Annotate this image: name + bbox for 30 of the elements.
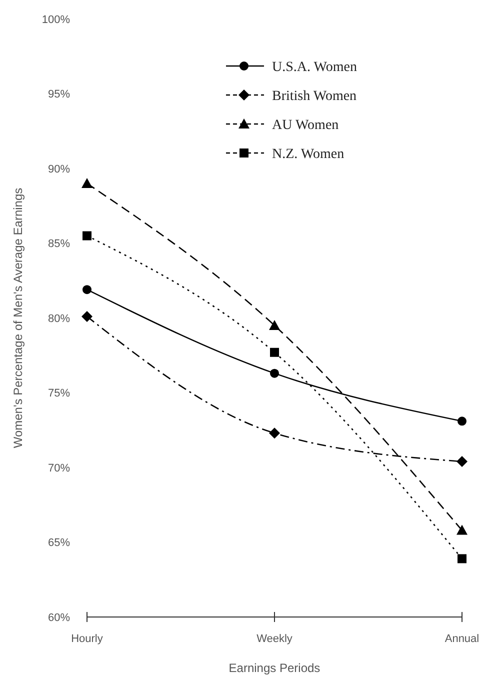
x-axis-title: Earnings Periods bbox=[228, 661, 320, 675]
point bbox=[82, 311, 92, 322]
point bbox=[270, 368, 279, 378]
x-tick-label: Annual bbox=[444, 633, 480, 645]
y-tick-label: 95% bbox=[48, 88, 70, 101]
y-tick-label: 75% bbox=[48, 388, 70, 400]
point bbox=[458, 416, 466, 426]
legend-label: British Women bbox=[272, 88, 357, 104]
legend-label: N.Z. Women bbox=[272, 146, 344, 162]
y-tick-label: 85% bbox=[48, 238, 70, 250]
point bbox=[269, 428, 280, 439]
point bbox=[82, 231, 92, 240]
legend-label: AU Women bbox=[272, 118, 339, 133]
x-tick-label: Hourly bbox=[71, 633, 104, 645]
point bbox=[458, 554, 466, 564]
y-axis-title: Women's Percentage of Men's Average Earnings bbox=[11, 188, 25, 448]
y-tick-label: 100% bbox=[42, 14, 70, 26]
legend-label: U.S.A. Women bbox=[272, 60, 357, 75]
point bbox=[456, 524, 468, 535]
y-tick-label: 65% bbox=[48, 537, 70, 550]
y-tick-label: 60% bbox=[48, 612, 70, 624]
y-tick-label: 80% bbox=[48, 312, 70, 325]
point bbox=[82, 178, 92, 188]
y-tick-label: 70% bbox=[48, 462, 70, 474]
x-tick-label: Weekly bbox=[256, 633, 293, 645]
y-tick-label: 90% bbox=[48, 163, 70, 176]
point bbox=[82, 285, 92, 294]
point bbox=[456, 456, 468, 468]
point bbox=[270, 348, 279, 357]
point bbox=[269, 320, 280, 330]
